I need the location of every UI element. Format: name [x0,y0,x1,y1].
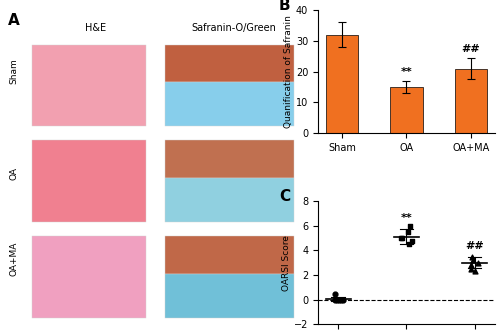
Bar [326,35,358,133]
Point [468,258,476,263]
Bar [390,87,422,133]
FancyBboxPatch shape [32,140,146,222]
Text: **: ** [400,213,412,223]
Text: C: C [279,189,290,204]
FancyBboxPatch shape [32,236,146,318]
Point [404,242,412,247]
Point [468,254,475,259]
FancyBboxPatch shape [164,140,294,178]
FancyBboxPatch shape [164,82,294,126]
FancyBboxPatch shape [164,178,294,222]
Text: Safranin-O/Green: Safranin-O/Green [192,23,276,32]
Point [467,262,475,268]
FancyBboxPatch shape [164,274,294,318]
Text: B: B [279,0,290,13]
Text: Sham: Sham [10,58,18,84]
Point [408,238,416,243]
Point [471,269,479,274]
Point [467,266,475,271]
Y-axis label: OARSI Score: OARSI Score [282,235,291,291]
Text: A: A [8,13,20,28]
Text: OA: OA [10,167,18,180]
Point [337,297,345,302]
Text: H&E: H&E [84,23,106,32]
Text: ##: ## [462,44,480,54]
Point [397,235,405,241]
Point [474,260,482,265]
Point [339,297,347,302]
Point [330,291,338,296]
Text: OA+MA: OA+MA [10,241,18,276]
Point [336,297,344,302]
Text: **: ** [400,67,412,77]
FancyBboxPatch shape [164,236,294,274]
Text: ##: ## [466,241,484,251]
Y-axis label: Quanification of Safranin: Quanification of Safranin [284,15,293,128]
Bar [455,69,487,133]
Point [404,229,411,235]
FancyBboxPatch shape [32,44,146,126]
Point [406,223,414,228]
Point [333,297,341,302]
Point [330,297,338,302]
FancyBboxPatch shape [164,44,294,82]
Point [398,235,406,241]
